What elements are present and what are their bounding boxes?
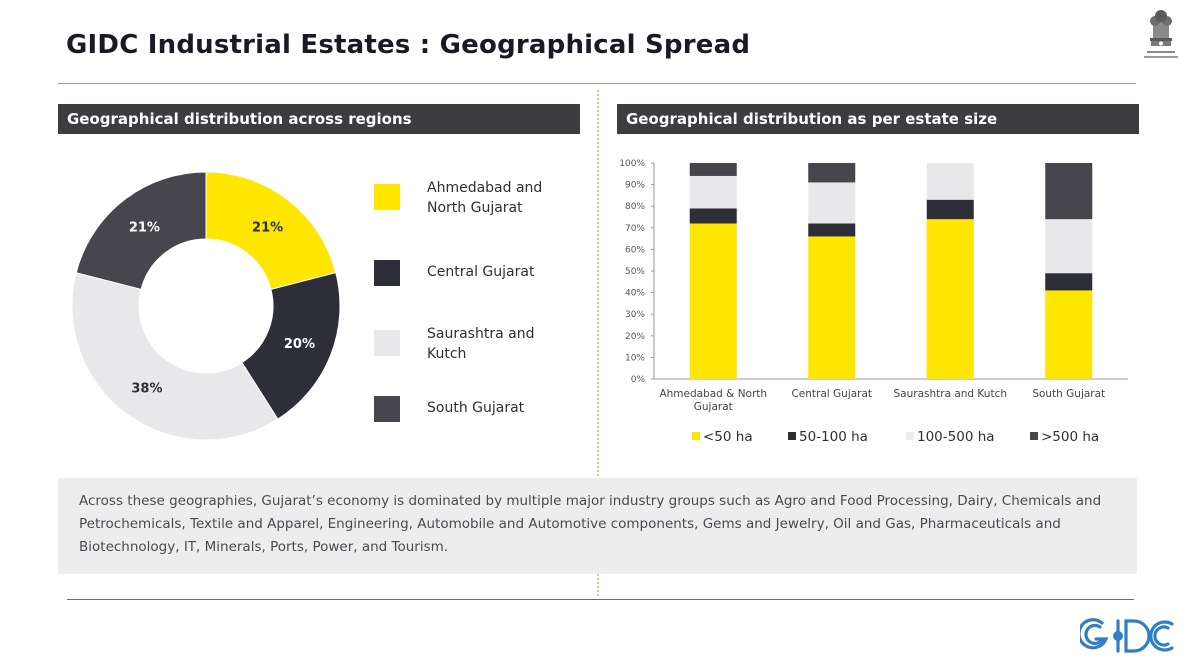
bar-legend-swatch <box>788 432 796 440</box>
bar-segment <box>808 223 856 237</box>
bar-segment <box>1045 219 1093 274</box>
right-section-header: Geographical distribution as per estate … <box>617 104 1139 134</box>
y-tick-label: 30% <box>625 310 645 320</box>
region-donut-chart: 21% 20% 38% 21% <box>71 171 341 441</box>
bar-segment <box>1045 273 1093 291</box>
y-tick-label: 90% <box>625 181 645 191</box>
center-dotted-divider <box>597 90 599 596</box>
bar-legend-swatch <box>1030 432 1038 440</box>
estate-size-bar-chart: 0% 10% 20% 30% 40% 50% 60% 70% 80% 90% 100% Ahmedab… <box>619 159 1128 445</box>
bar-segment <box>808 236 856 379</box>
y-tick-label: 60% <box>625 245 645 255</box>
bar-legend-label: >500 ha <box>1041 429 1099 445</box>
donut-slice-label: 21% <box>252 221 283 236</box>
legend-label: Ahmedabad and North Gujarat <box>427 180 543 216</box>
state-emblem-logo <box>1144 10 1178 58</box>
legend-swatch <box>374 396 400 422</box>
y-tick-label: 40% <box>625 289 645 299</box>
y-tick-label: 0% <box>631 375 646 385</box>
bar-segment <box>689 208 737 224</box>
x-tick-label: Saurashtra and Kutch <box>894 388 1008 400</box>
donut-slice-label: 38% <box>131 381 162 396</box>
legend-swatch <box>374 330 400 356</box>
bar-legend-label: 50-100 ha <box>799 429 868 445</box>
x-tick-label: Central Gujarat <box>791 388 872 400</box>
bar-legend-label: <50 ha <box>703 429 753 445</box>
bar-segment <box>808 163 856 183</box>
bar-segment <box>689 175 737 209</box>
bottom-divider <box>67 599 1134 600</box>
donut-slice-label: 20% <box>284 337 315 352</box>
legend-label: South Gujarat <box>427 400 525 416</box>
y-tick-label: 50% <box>625 267 645 277</box>
gidc-logo <box>1080 618 1174 653</box>
bar-segment <box>926 199 974 220</box>
x-tick-label: South Gujarat <box>1032 388 1105 400</box>
bar-segment <box>1045 163 1093 220</box>
y-tick-label: 100% <box>619 159 645 169</box>
bar-segment <box>926 219 974 379</box>
bar-segment <box>926 163 974 200</box>
left-section-header: Geographical distribution across regions <box>58 104 580 134</box>
donut-slice <box>71 272 279 441</box>
legend-label: Saurashtra and Kutch <box>427 326 535 362</box>
y-tick-label: 10% <box>625 353 645 363</box>
x-tick-label: Ahmedabad & North Gujarat <box>659 388 767 413</box>
bar-segment <box>1045 290 1093 379</box>
y-tick-label: 70% <box>625 224 645 234</box>
y-tick-label: 80% <box>625 202 645 212</box>
donut-slice <box>205 171 337 290</box>
bar-legend-label: 100-500 ha <box>917 429 995 445</box>
legend-swatch <box>374 184 400 210</box>
summary-box: Across these geographies, Gujarat’s econ… <box>58 478 1137 574</box>
donut-slice <box>241 272 341 420</box>
bar-legend-swatch <box>692 432 700 440</box>
legend-swatch <box>374 260 400 286</box>
bar-segment <box>689 223 737 379</box>
summary-text: Across these geographies, Gujarat’s econ… <box>79 493 1102 555</box>
donut-slice <box>75 171 207 290</box>
top-divider <box>58 83 1136 84</box>
bar-segment <box>808 182 856 224</box>
bar-legend-swatch <box>906 432 914 440</box>
legend-label: Central Gujarat <box>427 264 535 280</box>
y-tick-label: 20% <box>625 332 645 342</box>
bar-segment <box>689 163 737 176</box>
page-title: GIDC Industrial Estates : Geographical S… <box>66 30 751 60</box>
donut-slice-label: 21% <box>129 221 160 236</box>
